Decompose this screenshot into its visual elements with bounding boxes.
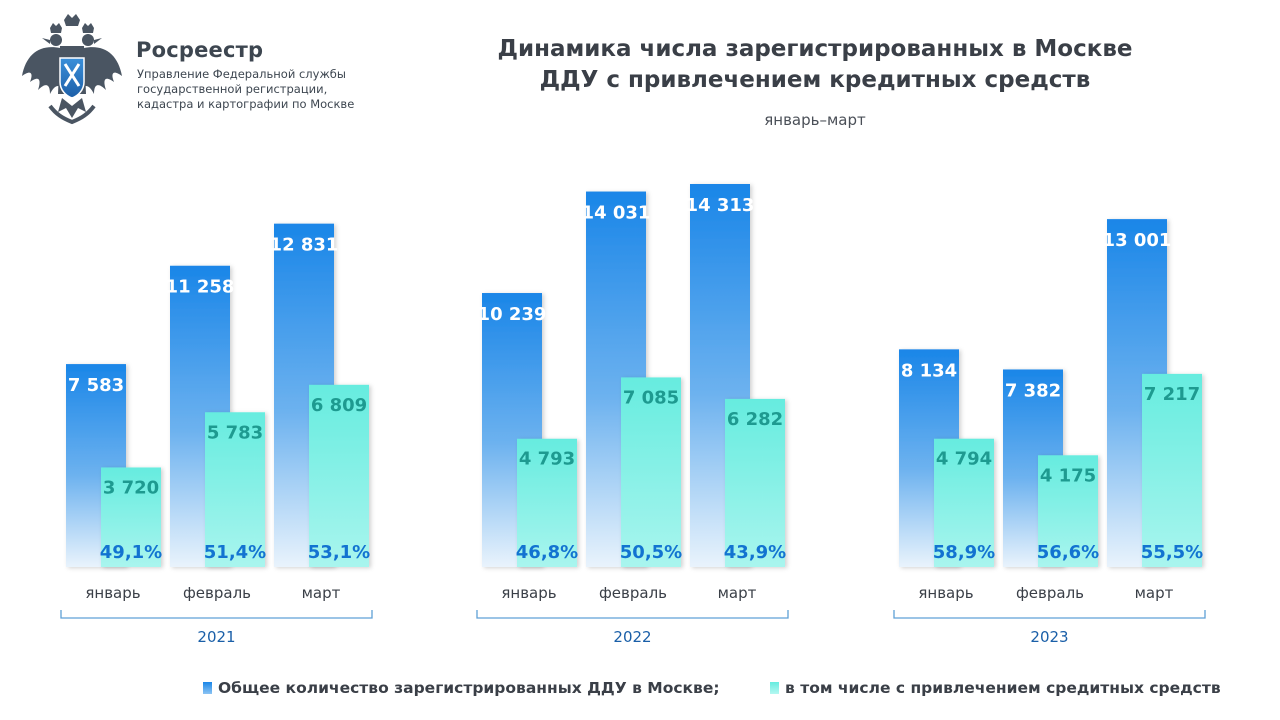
bar-credit [101,467,161,567]
data-label-total: 14 031 [582,203,651,224]
data-label-share: 50,5% [620,542,682,563]
data-label-credit: 7 085 [623,387,679,408]
brand-subtitle-line: кадастра и картографии по Москве [137,97,355,111]
chart-title-line: ДДУ с привлечением кредитных средств [539,67,1091,93]
data-label-share: 49,1% [100,542,162,563]
tick-label-year: 2023 [1030,628,1068,646]
data-label-total: 10 239 [478,304,547,325]
data-label-credit: 6 282 [727,409,783,430]
year-bracket [476,610,789,619]
data-label-credit: 5 783 [207,422,263,443]
data-label-credit: 3 720 [103,477,159,498]
bar-credit [205,412,265,567]
tick-label-year: 2022 [613,628,651,646]
legend-swatch-total [203,682,212,694]
double-headed-eagle-icon [22,14,122,125]
data-label-credit: 7 217 [1144,384,1200,405]
bar-credit [1038,455,1098,567]
data-label-credit: 4 793 [519,449,575,470]
data-label-total: 11 258 [166,277,235,298]
bar-credit [1142,373,1202,567]
data-label-total: 7 583 [68,375,124,396]
year-bracket [893,610,1206,619]
chart-title-line: Динамика числа зарегистрированных в Моск… [497,36,1133,62]
legend-item-total: Общее количество зарегистрированных ДДУ … [203,677,720,699]
legend-item-credit: в том числе с привлечением средитных сре… [770,677,1221,699]
tick-label-month: март [718,584,757,602]
legend-swatch-credit [770,682,779,694]
tick-label-month: февраль [183,584,251,602]
data-label-total: 12 831 [270,235,339,256]
tick-label-month: январь [85,584,140,602]
year-bracket [60,610,373,619]
chart-title: Динамика числа зарегистрированных в Моск… [440,34,1190,96]
tick-label-month: февраль [1016,584,1084,602]
rosreestr-logo: Росреестр Управление Федеральной службы … [20,14,360,129]
tick-label-month: март [302,584,341,602]
bar-credit [934,438,994,567]
brand-subtitle-line: государственной регистрации, [137,82,328,96]
data-label-share: 46,8% [516,542,578,563]
data-label-total: 14 313 [686,195,755,216]
brand-name: Росреестр [136,38,264,62]
tick-label-month: март [1135,584,1174,602]
data-label-share: 53,1% [308,542,370,563]
tick-label-month: январь [918,584,973,602]
bar-credit [725,398,785,567]
data-label-credit: 4 175 [1040,465,1096,486]
tick-label-year: 2021 [197,628,235,646]
bar-credit [621,377,681,567]
brand-subtitle-line: Управление Федеральной службы [137,67,346,81]
data-label-share: 58,9% [933,542,995,563]
legend-label-credit: в том числе с привлечением средитных сре… [785,679,1221,697]
tick-label-month: февраль [599,584,667,602]
data-label-share: 56,6% [1037,542,1099,563]
bar-credit [309,384,369,567]
data-label-share: 51,4% [204,542,266,563]
data-label-share: 43,9% [724,542,786,563]
data-label-share: 55,5% [1141,542,1203,563]
data-label-credit: 6 809 [311,395,367,416]
data-label-total: 7 382 [1005,380,1061,401]
data-label-total: 8 134 [901,360,957,381]
bar-credit [517,438,577,567]
data-label-credit: 4 794 [936,449,992,470]
legend-label-total: Общее количество зарегистрированных ДДУ … [218,679,720,697]
tick-label-month: январь [501,584,556,602]
chart-subtitle: январь–март [764,111,866,129]
data-label-total: 13 001 [1103,230,1172,251]
brand-subtitle: Управление Федеральной службы государств… [137,67,367,112]
